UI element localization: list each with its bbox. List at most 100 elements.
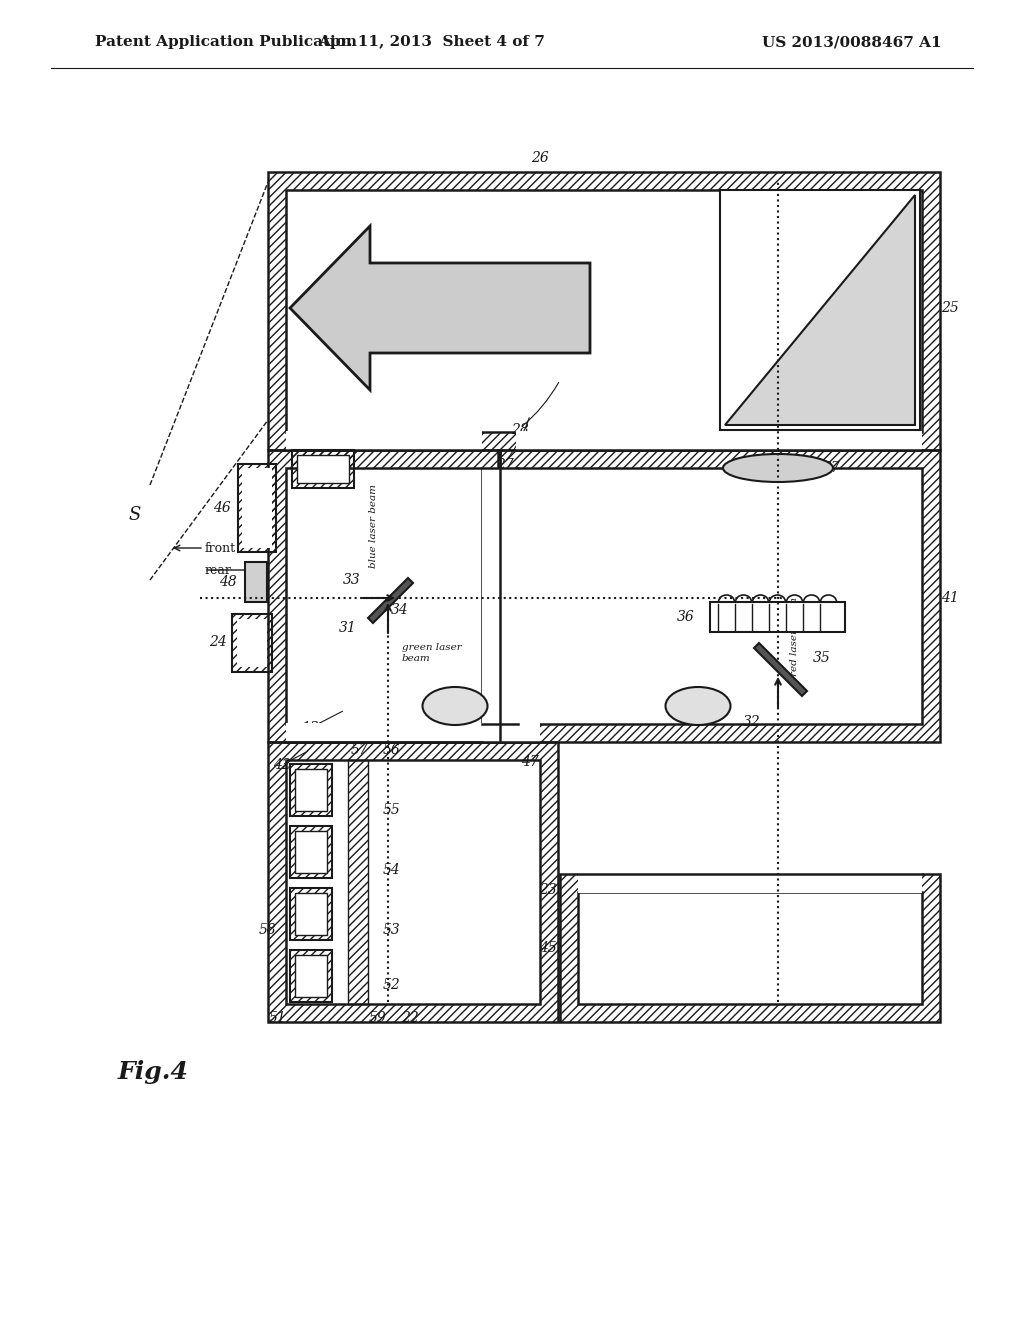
Text: green laser
beam: green laser beam xyxy=(402,643,462,663)
Text: 34: 34 xyxy=(391,603,409,616)
Text: 37: 37 xyxy=(823,461,841,475)
Bar xyxy=(482,469,518,723)
Bar xyxy=(297,455,349,483)
Polygon shape xyxy=(368,578,413,623)
Text: 25: 25 xyxy=(941,301,958,315)
Text: blue laser beam: blue laser beam xyxy=(370,484,379,568)
Text: 51: 51 xyxy=(269,1011,287,1026)
Text: Patent Application Publication: Patent Application Publication xyxy=(95,36,357,49)
Bar xyxy=(286,760,540,1005)
Text: front: front xyxy=(205,541,237,554)
Text: 45: 45 xyxy=(539,941,557,954)
Bar xyxy=(232,614,272,672)
Text: 13: 13 xyxy=(301,721,318,735)
Text: 43: 43 xyxy=(322,436,339,449)
Bar xyxy=(286,723,482,743)
Bar xyxy=(498,450,940,742)
Bar xyxy=(295,832,327,873)
Text: red laser beam: red laser beam xyxy=(790,598,799,676)
Bar xyxy=(292,450,354,488)
Text: 28: 28 xyxy=(511,422,528,437)
Bar xyxy=(286,469,482,723)
Bar xyxy=(560,874,940,1022)
Bar xyxy=(290,950,332,1002)
Bar xyxy=(268,742,558,1022)
Bar xyxy=(232,614,272,672)
Text: 32: 32 xyxy=(743,715,761,729)
Text: 54: 54 xyxy=(383,863,400,876)
Bar xyxy=(297,455,349,483)
Bar xyxy=(268,450,500,742)
Bar xyxy=(516,469,922,723)
Text: S: S xyxy=(129,506,141,524)
Bar xyxy=(560,874,940,1022)
Text: 24: 24 xyxy=(209,635,227,649)
Bar xyxy=(498,450,940,742)
Bar xyxy=(720,190,920,430)
Bar xyxy=(245,562,267,602)
Text: 36: 36 xyxy=(677,610,695,624)
Bar xyxy=(268,742,558,1022)
Bar xyxy=(286,432,482,451)
Text: 35: 35 xyxy=(813,651,830,665)
Text: Fig.4: Fig.4 xyxy=(118,1060,188,1084)
Bar xyxy=(295,954,327,997)
Text: 27: 27 xyxy=(496,458,514,473)
Bar xyxy=(268,172,940,450)
Bar xyxy=(242,469,272,548)
Bar xyxy=(710,602,845,632)
Text: 22: 22 xyxy=(401,1011,419,1026)
Bar xyxy=(348,760,368,1005)
Text: 56: 56 xyxy=(383,743,400,756)
Text: 48: 48 xyxy=(219,576,237,589)
Bar xyxy=(295,770,327,810)
Text: 33: 33 xyxy=(343,573,360,587)
Bar xyxy=(348,760,368,1005)
Bar xyxy=(290,888,332,940)
Bar xyxy=(286,190,922,432)
Bar xyxy=(560,874,940,1022)
Bar xyxy=(578,873,922,894)
Text: US 2013/0088467 A1: US 2013/0088467 A1 xyxy=(762,36,942,49)
Text: 52: 52 xyxy=(383,978,400,993)
Text: 46: 46 xyxy=(213,502,230,515)
Bar xyxy=(232,614,272,672)
Text: 57: 57 xyxy=(351,743,369,756)
Text: rear: rear xyxy=(205,564,231,577)
Bar xyxy=(290,826,332,878)
Text: 58: 58 xyxy=(259,923,276,937)
Bar xyxy=(295,894,327,935)
Text: 42: 42 xyxy=(273,758,291,772)
Bar xyxy=(268,450,500,742)
Bar xyxy=(290,764,332,816)
Bar xyxy=(295,770,327,810)
Bar xyxy=(290,764,332,816)
Text: 23: 23 xyxy=(539,883,557,898)
Bar xyxy=(268,450,500,742)
Bar xyxy=(292,450,354,488)
Bar xyxy=(290,826,332,878)
Bar xyxy=(268,172,940,450)
Bar xyxy=(238,465,276,552)
Polygon shape xyxy=(290,226,590,389)
Text: 26: 26 xyxy=(531,150,549,165)
Text: 44: 44 xyxy=(489,715,507,729)
Ellipse shape xyxy=(666,686,730,725)
Bar xyxy=(290,826,332,878)
Bar xyxy=(286,723,540,743)
Bar xyxy=(295,894,327,935)
Bar xyxy=(295,954,327,997)
Bar xyxy=(348,760,368,1005)
Polygon shape xyxy=(754,643,807,696)
Bar xyxy=(268,172,940,450)
Text: 53: 53 xyxy=(383,923,400,937)
Bar xyxy=(295,832,327,873)
Bar xyxy=(238,465,276,552)
Bar xyxy=(292,450,354,488)
Bar xyxy=(498,450,940,742)
Text: Apr. 11, 2013  Sheet 4 of 7: Apr. 11, 2013 Sheet 4 of 7 xyxy=(318,36,546,49)
Bar xyxy=(290,950,332,1002)
Text: 55: 55 xyxy=(383,803,400,817)
Bar xyxy=(290,888,332,940)
Ellipse shape xyxy=(723,454,833,482)
